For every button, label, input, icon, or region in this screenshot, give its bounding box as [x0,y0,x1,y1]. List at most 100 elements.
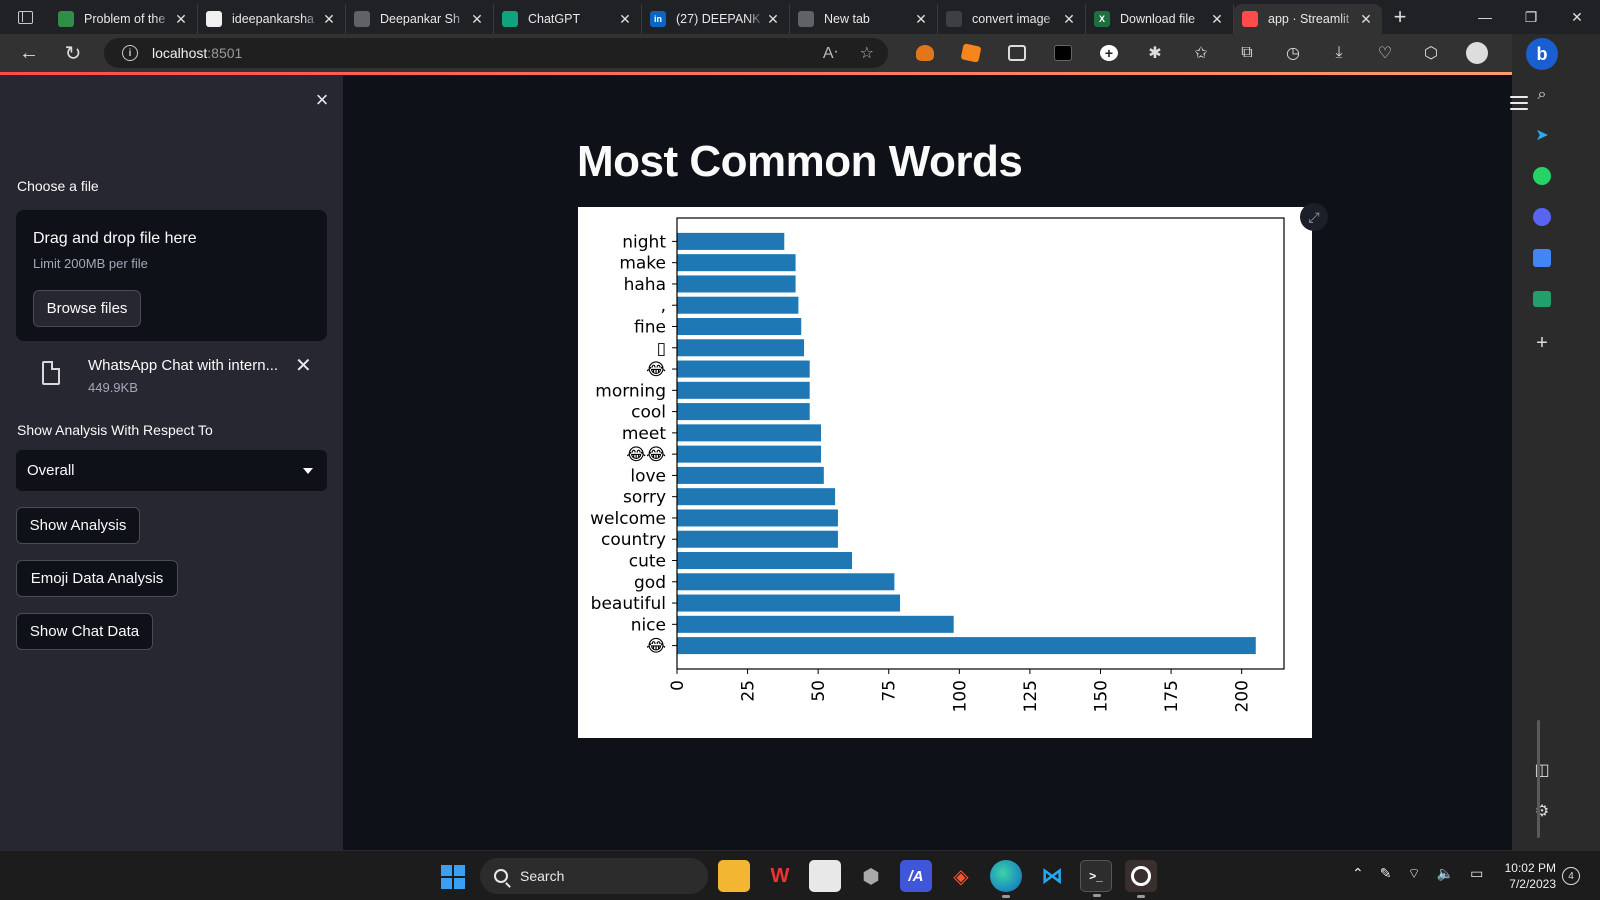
taskbar-clock[interactable]: 10:02 PM 7/2/2023 [1500,860,1556,892]
favorite-star-icon[interactable]: ☆ [859,45,874,62]
analysis-user-select[interactable]: Overall [16,450,327,491]
read-aloud-icon[interactable]: Aᐧ [822,45,838,62]
browser-tab-strip: Problem of the ✕ ideepankarsha ✕ Deepankar S… [0,0,1600,34]
settings-app-icon[interactable]: ⬢ [862,865,880,888]
metamask-extension-icon[interactable] [902,34,948,72]
bing-chat-icon[interactable]: b [1526,38,1558,70]
tab-close-icon[interactable]: ✕ [175,10,187,27]
discord-icon[interactable] [1531,206,1553,228]
wps-office-icon[interactable]: W [770,864,790,887]
vector-app-icon[interactable]: /A [900,860,932,892]
history-icon[interactable]: ◷ [1286,45,1300,62]
tab-close-icon[interactable]: ✕ [619,10,631,27]
page-scrollbar[interactable] [1537,720,1540,838]
telegram-icon[interactable]: ➤ [1535,127,1549,144]
x-tick-label: 75 [880,680,900,702]
close-sidebar-button[interactable]: × [315,87,329,112]
microsoft-store-icon[interactable] [809,860,841,892]
battery-icon[interactable]: ▭ [1470,865,1484,881]
refresh-button[interactable]: ↻ [64,42,82,65]
fox-extension-icon[interactable] [948,34,994,72]
browser-tab[interactable]: Problem of the ✕ [50,4,198,34]
minimize-button[interactable]: — [1478,9,1492,25]
whatsapp-icon[interactable] [1531,165,1553,187]
url-host: localhost [152,45,208,61]
tab-close-icon[interactable]: ✕ [323,10,335,27]
chart-bar [677,445,821,463]
collections-icon[interactable]: ⧉ [1241,44,1253,61]
pen-icon[interactable]: ✎ [1379,865,1392,881]
file-dropzone[interactable]: Drag and drop file here Limit 200MB per … [16,210,327,341]
tab-close-icon[interactable]: ✕ [1211,10,1223,27]
cat-extension-icon[interactable] [1040,34,1086,72]
split-screen-icon[interactable]: ◫ [1534,762,1550,779]
vscode-icon[interactable]: ⋈ [1041,863,1063,888]
browser-tab[interactable]: Deepankar Sh ✕ [346,4,494,34]
taskbar-search[interactable]: Search [480,858,708,894]
browser-tab[interactable]: X Download file ✕ [1086,4,1234,34]
main-menu-icon[interactable] [1510,96,1528,110]
new-tab-button[interactable]: + [1393,4,1407,29]
screen-capture-extension-icon[interactable] [994,34,1040,72]
chart-bar [677,275,796,293]
tab-title: Deepankar Sh [380,12,460,26]
tab-close-icon[interactable]: ✕ [915,10,927,27]
system-tray: ⌃ ✎ ⌔ 🔈 ▭ [1352,865,1483,883]
tab-close-icon[interactable]: ✕ [471,10,483,27]
show-analysis-button[interactable]: Show Analysis [16,507,140,544]
url-port: :8501 [207,45,243,61]
x-tick-label: 125 [1021,680,1041,712]
browser-tab[interactable]: New tab ✕ [790,4,938,34]
site-info-icon[interactable]: i [122,45,138,61]
copilot-shield-icon[interactable]: ⬡ [1424,45,1438,62]
uploaded-file-name: WhatsApp Chat with intern... [88,357,279,374]
brave-browser-icon[interactable]: ◈ [953,865,969,888]
emoji-data-analysis-button[interactable]: Emoji Data Analysis [16,560,178,597]
browser-tab[interactable]: convert image ✕ [938,4,1086,34]
downloads-icon[interactable]: ⤓ [1335,44,1343,61]
browse-files-button[interactable]: Browse files [33,290,141,327]
fullscreen-expand-icon[interactable]: ⤢ [1300,203,1328,231]
tab-close-icon[interactable]: ✕ [767,10,779,27]
sidebar-settings-icon[interactable]: ⚙ [1534,803,1550,820]
remove-file-button[interactable]: ✕ [295,355,312,377]
notification-badge[interactable]: 4 [1562,867,1580,885]
url-text[interactable]: localhost:8501 [152,45,242,61]
performance-icon[interactable]: ♡ [1377,45,1393,62]
back-button[interactable]: ← [19,41,39,64]
browser-tab[interactable]: in (27) DEEPANK ✕ [642,4,790,34]
tray-overflow-chevron-icon[interactable]: ⌃ [1352,865,1364,881]
address-bar[interactable]: i localhost:8501 Aᐧ ☆ [104,38,888,68]
y-tick-label: haha [624,275,666,295]
obs-app-icon[interactable] [1125,860,1157,898]
add-extension-icon[interactable]: + [1086,34,1132,72]
volume-icon[interactable]: 🔈 [1436,865,1455,881]
terminal-icon[interactable]: >_ [1080,860,1112,897]
x-tick-label: 25 [739,680,759,702]
browser-tab[interactable]: ideepankarsha ✕ [198,4,346,34]
y-tick-label: make [619,254,666,274]
profile-avatar[interactable] [1454,34,1500,72]
browser-tab[interactable]: app · Streamlit ✕ [1234,4,1382,34]
streamlit-main: Most Common Words 😂 nice beautiful god cute c… [343,75,1528,850]
chat-app-icon[interactable] [1531,288,1553,310]
tab-actions-button[interactable] [0,0,50,34]
tab-close-icon[interactable]: ✕ [1360,10,1372,27]
close-window-button[interactable]: ✕ [1571,8,1583,25]
show-chat-data-button[interactable]: Show Chat Data [16,613,153,650]
wifi-icon[interactable]: ⌔ [1407,865,1421,881]
start-windows-icon[interactable] [441,865,465,889]
edge-browser-icon[interactable] [990,860,1022,898]
add-sidebar-app-icon[interactable]: + [1536,331,1548,354]
favorites-icon[interactable]: ✩ [1194,45,1208,62]
file-explorer-icon[interactable] [718,860,750,892]
browser-tab[interactable]: ChatGPT ✕ [494,4,642,34]
extensions-puzzle-icon[interactable]: ✱ [1148,45,1162,62]
restore-button[interactable]: ❐ [1524,8,1538,25]
translate-icon[interactable] [1531,247,1553,269]
clock-time: 10:02 PM [1504,861,1556,875]
extensions-bar: + ✱ ✩ ⧉ ◷ ⤓ ♡ ⬡ ⋯ [902,34,1546,72]
sidebar-search-icon[interactable]: ⌕ [1537,86,1547,103]
tab-close-icon[interactable]: ✕ [1063,10,1075,27]
